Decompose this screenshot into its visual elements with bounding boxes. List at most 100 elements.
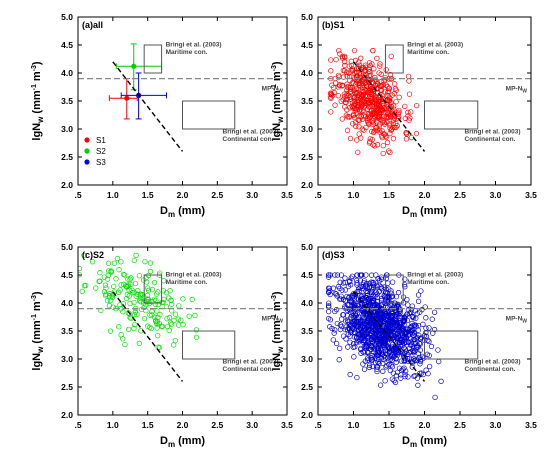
y-axis-title-mid: m <box>31 301 43 314</box>
data-point <box>326 289 332 296</box>
data-point <box>377 310 383 317</box>
data-point <box>394 330 401 336</box>
data-point <box>358 307 365 313</box>
mp-label-sub: W <box>522 319 527 325</box>
data-point <box>339 323 345 330</box>
y-tick-label: 2.5 <box>301 152 313 162</box>
data-point <box>164 315 170 322</box>
data-point <box>374 338 380 344</box>
data-point <box>352 57 359 64</box>
y-tick-label: 2.0 <box>301 410 313 420</box>
x-axis-title-sub: m <box>168 210 175 219</box>
data-point <box>347 333 353 339</box>
data-point <box>368 342 374 349</box>
y-axis-title-sub: w <box>36 346 45 354</box>
data-point <box>393 309 399 316</box>
data-point <box>351 47 358 54</box>
y-axis-title: lgNw (mm-1 m-3) <box>31 291 45 371</box>
y-tick-label: 4.0 <box>61 68 73 78</box>
data-point <box>388 127 394 133</box>
trend-line <box>352 61 426 152</box>
data-point <box>382 74 388 81</box>
data-point <box>107 328 114 334</box>
data-point <box>363 331 370 338</box>
data-point <box>393 293 400 300</box>
y-tick-label: 2.0 <box>61 180 73 190</box>
data-point <box>361 366 368 372</box>
x-tick-label: 3.5 <box>281 420 293 430</box>
plot-area <box>78 252 200 351</box>
data-point <box>401 352 407 358</box>
data-point <box>128 275 134 281</box>
continental-label-line2: Continental con. <box>223 366 274 373</box>
data-point <box>368 289 374 295</box>
data-point <box>350 314 356 321</box>
data-point <box>370 279 376 286</box>
x-tick-label: 2.5 <box>454 190 466 200</box>
data-point <box>415 357 421 363</box>
data-point <box>141 315 148 322</box>
data-point <box>364 340 371 346</box>
data-point <box>347 371 353 378</box>
data-point <box>356 101 363 107</box>
data-point <box>363 83 370 90</box>
data-point <box>415 292 422 298</box>
data-point <box>417 358 424 364</box>
data-point <box>391 81 398 87</box>
data-point <box>383 342 389 348</box>
data-point <box>373 98 379 104</box>
data-point <box>145 272 152 279</box>
data-point <box>108 297 114 304</box>
data-point <box>114 255 121 262</box>
data-point <box>352 344 358 350</box>
data-point <box>169 301 175 307</box>
data-point <box>101 289 108 295</box>
data-point <box>143 301 149 308</box>
data-point <box>370 320 376 326</box>
x-tick-label: 1.5 <box>142 190 154 200</box>
data-point <box>326 272 332 278</box>
data-point <box>358 74 364 81</box>
x-axis-title-sub: m <box>410 210 417 219</box>
data-point <box>375 359 381 365</box>
data-point <box>136 273 143 279</box>
data-point <box>128 281 134 288</box>
data-point <box>429 316 435 322</box>
continental-label-line1: Bringi et al. (2003) <box>223 358 279 365</box>
data-point <box>406 355 413 361</box>
data-point <box>418 288 424 294</box>
data-point <box>97 269 103 276</box>
data-point <box>391 103 397 109</box>
data-point <box>363 322 370 328</box>
maritime-label-line1: Bringi et al. (2003) <box>407 272 463 279</box>
data-point <box>377 308 383 314</box>
data-point <box>417 335 424 342</box>
x-tick-label: 3.0 <box>246 190 258 200</box>
data-point <box>406 78 412 84</box>
data-point <box>330 285 336 291</box>
data-point <box>387 71 394 78</box>
data-point <box>337 345 343 351</box>
data-point <box>358 135 364 141</box>
data-point <box>368 340 374 346</box>
data-point <box>355 89 361 96</box>
y-axis-title-unit: (mm <box>271 90 283 117</box>
data-point <box>344 87 350 93</box>
x-tick-label: 3.0 <box>490 420 502 430</box>
data-point <box>340 67 347 74</box>
data-point <box>155 314 161 321</box>
y-tick-label: 3.0 <box>61 354 73 364</box>
data-point <box>121 272 128 278</box>
data-point <box>405 374 411 380</box>
data-point <box>415 327 421 333</box>
data-point <box>168 321 175 328</box>
legend-label: S2 <box>96 147 106 156</box>
y-axis-title-mid: m <box>31 71 43 84</box>
data-point <box>386 148 392 154</box>
data-point <box>386 299 392 305</box>
data-point <box>352 105 358 112</box>
data-point <box>356 124 362 130</box>
data-point <box>332 102 338 108</box>
y-axis-title-exp2: -3 <box>271 65 278 71</box>
data-point <box>387 130 393 137</box>
